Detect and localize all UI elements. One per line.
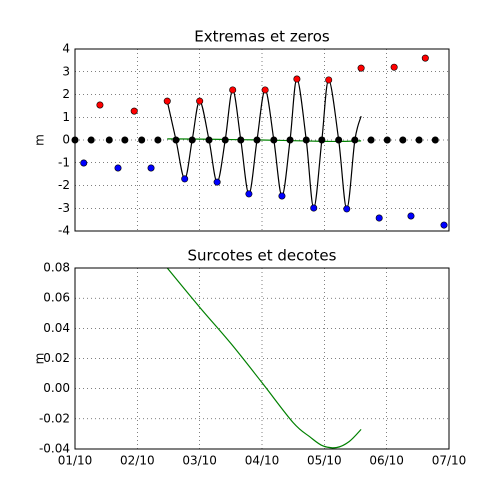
y-tick-label: 4	[62, 42, 70, 56]
y-tick-label: 3	[62, 64, 70, 78]
y-tick-label: -1	[58, 155, 70, 169]
data-point	[188, 136, 196, 144]
data-point	[196, 97, 204, 105]
data-point	[421, 54, 429, 62]
x-tick-label: 04/10	[245, 454, 280, 468]
y-tick-label: 0.06	[43, 291, 70, 305]
data-point	[293, 75, 301, 83]
y-tick-label: 0.08	[43, 261, 70, 275]
data-line	[166, 78, 362, 210]
data-point	[440, 221, 448, 229]
y-axis-label: m	[33, 353, 47, 365]
data-point	[245, 190, 253, 198]
y-tick-label: 0.04	[43, 321, 70, 335]
axes-frame	[74, 48, 450, 232]
data-point	[390, 63, 398, 71]
data-point	[302, 136, 310, 144]
data-point	[383, 136, 391, 144]
y-tick-label: 2	[62, 87, 70, 101]
data-point	[261, 86, 269, 94]
data-point	[343, 205, 351, 213]
data-point	[253, 136, 261, 144]
data-point	[335, 136, 343, 144]
data-point	[318, 136, 326, 144]
data-point	[286, 136, 294, 144]
data-point	[270, 136, 278, 144]
data-point	[154, 136, 162, 144]
data-point	[87, 136, 95, 144]
data-point	[121, 136, 129, 144]
y-tick-label: 1	[62, 110, 70, 124]
y-tick-label: 0.00	[43, 381, 70, 395]
data-point	[181, 175, 189, 183]
y-tick-label: -2	[58, 178, 70, 192]
y-tick-label: -4	[58, 224, 70, 238]
data-point	[96, 101, 104, 109]
data-point	[213, 178, 221, 186]
x-tick-label: 07/10	[432, 454, 467, 468]
data-point	[80, 159, 88, 167]
data-point	[205, 136, 213, 144]
data-point	[407, 212, 415, 220]
data-point	[172, 136, 180, 144]
data-point	[147, 164, 155, 172]
data-point	[105, 136, 113, 144]
data-point	[375, 214, 383, 222]
data-point	[415, 136, 423, 144]
data-point	[138, 136, 146, 144]
data-point	[114, 164, 122, 172]
data-point	[351, 136, 359, 144]
y-axis-label: m	[33, 134, 47, 146]
data-point	[367, 136, 375, 144]
y-tick-label: 0.02	[43, 351, 70, 365]
chart-title: Surcotes et decotes	[188, 247, 337, 265]
x-tick-label: 01/10	[58, 454, 93, 468]
data-point	[229, 86, 237, 94]
data-line	[167, 138, 362, 143]
x-tick-label: 06/10	[369, 454, 404, 468]
x-tick-label: 05/10	[307, 454, 342, 468]
data-point	[325, 76, 333, 84]
y-tick-label: -0.04	[39, 442, 70, 456]
data-point	[431, 136, 439, 144]
y-tick-label: -0.02	[39, 411, 70, 425]
data-point	[130, 107, 138, 115]
data-point	[221, 136, 229, 144]
data-point	[163, 97, 171, 105]
data-point	[278, 192, 286, 200]
axes-frame	[74, 267, 450, 450]
y-tick-label: -3	[58, 201, 70, 215]
data-point	[237, 136, 245, 144]
data-point	[399, 136, 407, 144]
data-point	[357, 64, 365, 72]
x-tick-label: 02/10	[120, 454, 155, 468]
data-line	[166, 268, 362, 449]
chart-title: Extremas et zeros	[194, 28, 330, 46]
data-point	[310, 204, 318, 212]
y-tick-label: 0	[62, 133, 70, 147]
x-tick-label: 03/10	[182, 454, 217, 468]
